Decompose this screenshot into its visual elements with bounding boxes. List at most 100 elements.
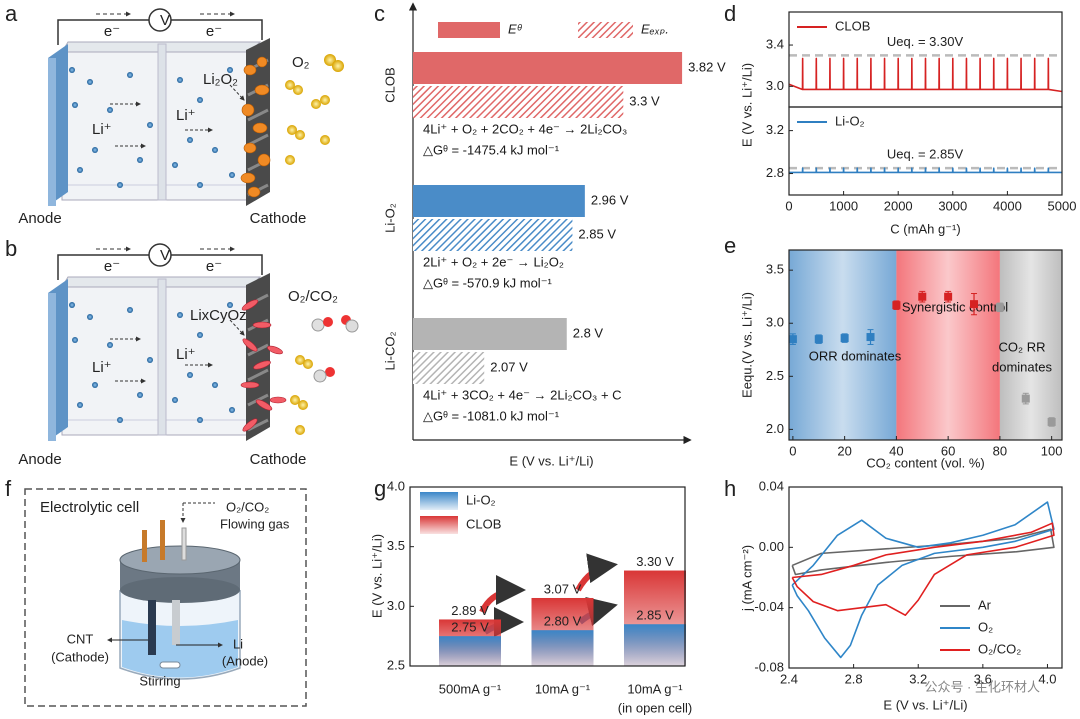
x-tick-label: 5000 [1048,198,1077,213]
electron-label: e⁻ [206,23,222,40]
x-tick-label: 100 [1041,443,1063,458]
li2o2-particles [240,56,271,198]
o2-molecules [285,54,344,165]
point [970,300,979,309]
x-tick-label: 3000 [938,198,967,213]
x-tick-label: 2.4 [780,671,798,686]
line-series [791,528,1055,576]
voltmeter-label: V [160,247,170,264]
category-label: Li-O₂ [382,203,397,233]
value-label: 2.85 V [636,608,674,623]
y-tick-label: -0.04 [754,599,784,614]
region [999,250,1062,440]
y-tick-label: 3.0 [387,598,405,613]
legend-label: O₂ [978,619,993,634]
cell-title: Electrolytic cell [40,499,139,516]
legend-swatch [578,22,633,38]
voltmeter-label: V [160,12,170,29]
bar [413,52,683,84]
x-tick-label: 0 [789,443,796,458]
ion-label: Li⁺ [92,121,112,138]
y-tick-label: 4.0 [387,478,405,493]
legend-swatch [420,492,458,510]
x-tick-label: 2000 [884,198,913,213]
lixcyoz-particles [240,299,287,432]
annotation: △Gᶿ = -1475.4 kJ mol⁻¹ [423,142,560,157]
ion-label: Li⁺ [176,346,196,363]
panel-label: h [724,476,736,501]
product-label: LixCyOz [190,307,247,324]
y-tick-label: 2.0 [766,421,784,436]
line-series [791,522,1055,617]
line-series [791,501,1055,659]
x-tick-label: 2.8 [845,671,863,686]
value-label: 3.30 V [636,554,674,569]
legend-label: Li-O₂ [835,113,865,128]
x-tick-label: 500mA g⁻¹ [439,681,502,696]
bar [624,624,686,666]
y-tick-label: 0.00 [759,539,784,554]
line-series [789,57,1062,93]
bar [413,86,624,118]
point [814,335,823,344]
region [789,250,897,440]
y-tick-label: 2.5 [387,657,405,672]
y-axis-label: E (V vs. Li⁺/Li) [739,63,754,147]
point [1047,417,1056,426]
annotation: 2Li⁺ + O₂ + 2e⁻ → Li₂O₂ [423,254,564,269]
x-axis-label: E (V vs. Li⁺/Li) [509,453,593,468]
value-label: 3.82 V [688,59,726,74]
product-label: Li₂O₂ [203,71,238,88]
y-tick-label: 3.2 [766,122,784,137]
x-tick-label: 3.6 [974,671,992,686]
anode-label: Li [233,636,243,651]
region-label: Synergistic control [902,299,1008,314]
line-series [789,167,1062,174]
value-label: 3.3 V [629,93,660,108]
legend-label: Eᶿ [508,21,523,36]
category-label: CLOB [382,67,397,102]
gas-label: Flowing gas [220,516,290,531]
legend-label: Eₑₓₚ. [641,21,669,36]
value-label: 2.07 V [490,359,528,374]
y-tick-label: 3.0 [766,78,784,93]
x-tick-label: 10mA g⁻¹ [627,681,683,696]
point [918,292,927,301]
region-label: ORR dominates [809,348,902,363]
anode-label: Anode [18,451,61,468]
y-tick-label: 3.5 [766,262,784,277]
x-tick-label: (in open cell) [618,700,692,715]
ion-label: Li⁺ [92,359,112,376]
electrolytic-cell [107,502,241,680]
panel-label: d [724,1,736,26]
anode-label: (Anode) [222,653,268,668]
cathode-label: Cathode [250,210,307,227]
annotation: 4Li⁺ + O₂ + 2CO₂ + 4e⁻ → 2Li₂CO₃ [423,121,627,136]
point [995,303,1004,312]
point [788,335,797,344]
x-axis-label: E (V vs. Li⁺/Li) [883,697,967,712]
panel-label: g [374,476,386,501]
ion-label: Li⁺ [176,107,196,124]
bar [413,219,573,251]
bar [413,185,585,217]
electron-label: e⁻ [104,23,120,40]
cathode-label: (Cathode) [51,649,109,664]
gas-label: O₂/CO₂ [288,288,338,305]
gas-molecules [290,315,359,435]
point [944,292,953,301]
bar [439,636,501,666]
x-tick-label: 1000 [829,198,858,213]
value-label: 2.85 V [578,226,616,241]
value-label: 2.96 V [591,192,629,207]
electron-label: e⁻ [206,258,222,275]
x-tick-label: 20 [837,443,851,458]
value-label: 2.8 V [573,325,604,340]
plot-frame [788,486,1063,669]
legend-label: Li-O₂ [466,492,496,507]
x-axis-label: CO₂ content (vol. %) [866,455,984,470]
value-label: 2.80 V [544,614,582,629]
annotation: △Gᶿ = -1081.0 kJ mol⁻¹ [423,408,560,423]
value-label: 2.75 V [451,620,489,635]
legend-label: CLOB [835,18,870,33]
